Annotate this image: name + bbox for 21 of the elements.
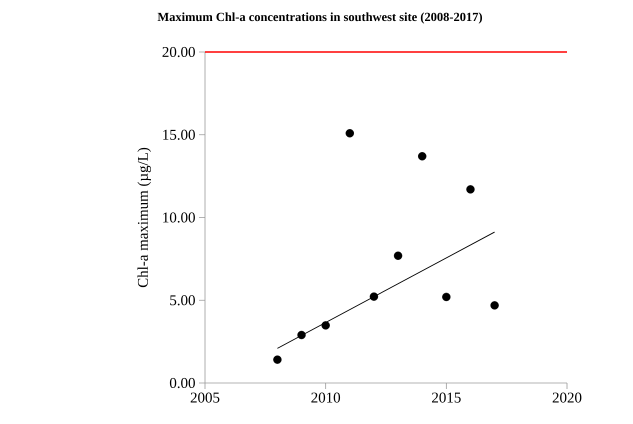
- point: [418, 152, 426, 160]
- point: [346, 129, 354, 138]
- point: [490, 301, 499, 310]
- y-tick-label: 0.00: [170, 378, 195, 388]
- point: [394, 252, 402, 260]
- y-tick-label: 15.00: [163, 130, 195, 140]
- x-tick-label: 2010: [311, 392, 340, 403]
- y-tick-label: 10.00: [163, 212, 195, 223]
- point: [321, 321, 330, 330]
- x-tick-label: 2015: [432, 392, 461, 403]
- x-tick-label: 2005: [190, 392, 220, 403]
- x-tick-label: 2020: [552, 392, 582, 403]
- y-tick-label: 20.00: [162, 46, 195, 58]
- point: [466, 185, 475, 194]
- point: [442, 292, 451, 302]
- y-tick-label: 5.00: [170, 295, 195, 306]
- point: [370, 292, 378, 301]
- y-axis-title: Chl-a maximum (µg/L): [137, 148, 152, 288]
- chart-title: Maximum Chl-a concentrations in southwest site (2008-2017): [158, 12, 482, 24]
- point: [297, 330, 306, 340]
- point: [273, 355, 282, 364]
